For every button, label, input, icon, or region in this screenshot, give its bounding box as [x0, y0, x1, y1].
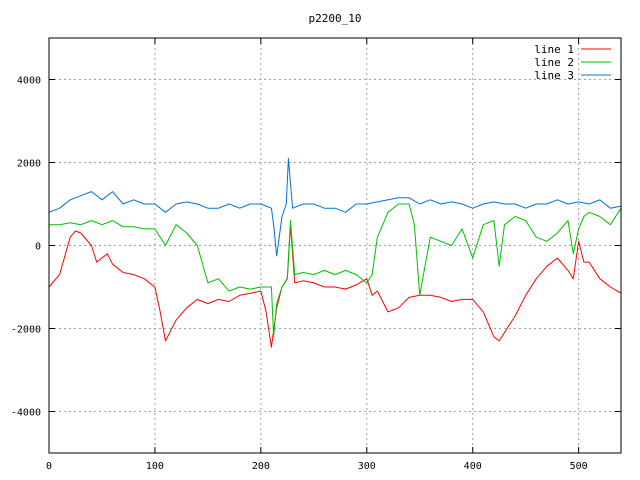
chart-title: p2200_10	[309, 12, 362, 25]
y-tick-label: 0	[35, 242, 41, 253]
x-tick-label: 200	[252, 461, 270, 472]
grid-lines	[49, 38, 621, 453]
y-tick-label: -2000	[11, 325, 41, 336]
series-lines	[48, 157, 622, 348]
y-tick-label: -4000	[11, 408, 41, 419]
x-tick-label: 100	[146, 461, 164, 472]
y-tick-label: 2000	[17, 159, 41, 170]
x-tick-label: 0	[46, 461, 52, 472]
x-tick-label: 300	[358, 461, 376, 472]
legend-label-1: line 1	[534, 43, 574, 56]
series-line-3	[48, 157, 622, 257]
y-tick-label: 4000	[17, 76, 41, 87]
series-line-2	[49, 203, 622, 338]
legend-label-2: line 2	[534, 56, 574, 69]
x-tick-label: 500	[570, 461, 588, 472]
series-line-1	[48, 224, 622, 348]
axis-ticks: 0 100 200 300 400 500 -4000 -2000 0 2000 4000	[11, 38, 621, 472]
legend-label-3: line 3	[534, 69, 574, 82]
x-tick-label: 400	[464, 461, 482, 472]
